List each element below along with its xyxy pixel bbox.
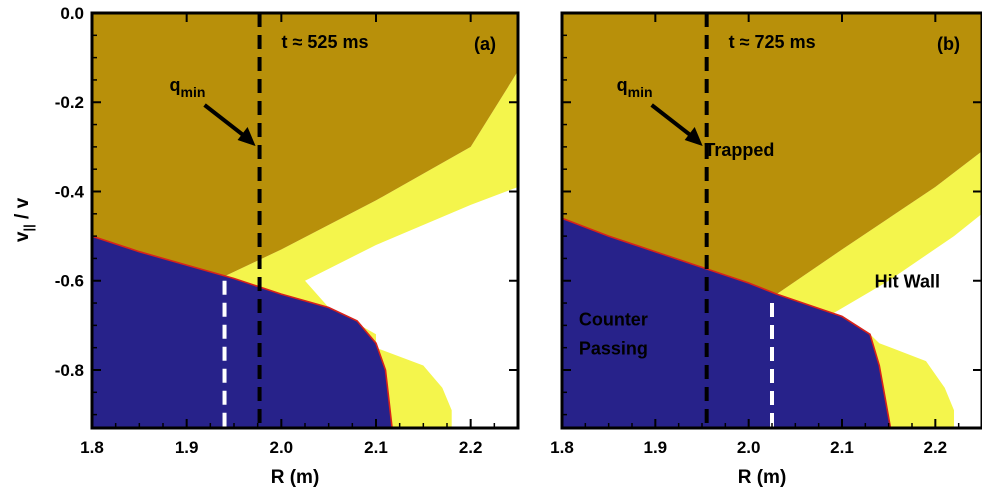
qmin-label-main: q [170,75,181,95]
panel-label: (a) [474,34,496,54]
panel-a: 1.8 1.9 2.0 2.1 2.2 0.0 -0.2 -0.4 -0.6 -0.8 R (m) t… [55,4,520,488]
x-tick-label: 2.1 [830,438,854,457]
x-tick-label: 1.9 [644,438,668,457]
x-tick-label: 1.8 [80,438,104,457]
x-tick-label: 1.8 [550,438,574,457]
x-tick-label: 1.9 [175,438,199,457]
time-label: t ≈ 525 ms [282,32,369,52]
x-tick-label: 2.0 [270,438,294,457]
panel-label: (b) [937,34,960,54]
qmin-label-main: q [617,75,628,95]
region-label: Counter [579,309,648,329]
region-label: Passing [579,338,648,358]
trapped-region [92,13,518,281]
x-tick-label: 2.0 [737,438,761,457]
x-tick-label: 2.2 [459,438,483,457]
y-tick-label: 0.0 [60,4,84,23]
time-label: t ≈ 725 ms [729,32,816,52]
panel-b: 1.8 1.9 2.0 2.1 2.2 R (m) t ≈ 725 ms (b) qmin Tra… [550,11,982,488]
x-tick-label: 2.1 [364,438,388,457]
x-axis-label: R (m) [738,467,787,488]
qmin-label-sub: min [628,84,653,100]
y-tick-label: -0.2 [55,93,84,112]
x-tick-label: 2.2 [924,438,948,457]
qmin-label: qmin [617,75,653,100]
counter-passing-region [562,218,891,428]
plot-area-b [562,13,982,428]
qmin-arrow-head [237,127,256,146]
qmin-arrow-head [684,127,703,146]
region-label: Hit Wall [875,271,940,291]
qmin-label-sub: min [181,84,206,100]
passing-boundary-line [562,217,892,428]
region-label: Trapped [704,140,774,160]
x-axis-label: R (m) [271,467,320,488]
counter-passing-region [92,236,393,428]
hit-wall-wedge [305,187,518,428]
qmin-label: qmin [170,75,206,100]
y-tick-label: -0.4 [55,182,85,201]
trapped-region [562,13,982,295]
y-tick-label: -0.6 [55,272,84,291]
plot-area-a [92,13,518,428]
y-axis-label: v|| / v [12,197,36,242]
y-tick-label: -0.8 [55,361,84,380]
hit-wall-wedge [828,213,982,428]
passing-boundary-line [92,235,393,428]
